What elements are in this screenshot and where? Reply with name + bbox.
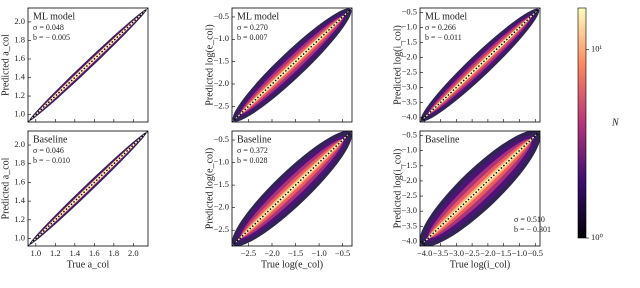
y-axis-label: Predicted log(e_col) bbox=[204, 148, 215, 229]
y-tick-label: 1.4 bbox=[14, 71, 25, 81]
y-axis-label: Predicted a_col bbox=[0, 34, 11, 96]
stat-annotation: b = 0.007 bbox=[237, 33, 268, 42]
y-tick-label: 2.0 bbox=[14, 16, 25, 26]
axes-frame bbox=[231, 7, 353, 123]
y-tick-label: −1.5 bbox=[214, 56, 229, 66]
stat-annotation: σ = 0.372 bbox=[237, 146, 268, 155]
y-axis-label: Predicted log(e_col) bbox=[204, 24, 215, 105]
y-tick-label: −1.5 bbox=[402, 36, 417, 46]
y-tick-label: 1.8 bbox=[14, 158, 25, 168]
y-tick-label: −1.0 bbox=[402, 145, 417, 155]
panel-title: Baseline bbox=[237, 134, 272, 145]
axes-frame bbox=[27, 7, 149, 123]
axes-frame bbox=[27, 130, 149, 247]
y-tick-label: −2.5 bbox=[214, 224, 229, 234]
y-tick-label: −1.0 bbox=[214, 157, 229, 167]
axes-frame bbox=[231, 130, 353, 247]
y-axis-label: Predicted log(i_col) bbox=[392, 25, 403, 105]
y-tick-label: −3.5 bbox=[402, 220, 417, 230]
stat-annotation: b = − 0.301 bbox=[514, 225, 551, 234]
panel-title: ML model bbox=[425, 11, 467, 22]
y-tick-label: −0.5 bbox=[214, 11, 229, 21]
stat-annotation: σ = 0.510 bbox=[514, 215, 545, 224]
x-tick-label: −2.5 bbox=[464, 248, 479, 258]
x-tick-label: −4.0 bbox=[417, 248, 432, 258]
stat-annotation: b = − 0.011 bbox=[425, 33, 462, 42]
x-tick-label: −2.0 bbox=[480, 248, 495, 258]
y-axis-label: Predicted log(i_col) bbox=[392, 149, 403, 229]
y-tick-label: −0.5 bbox=[402, 129, 417, 139]
y-axis-label: Predicted a_col bbox=[0, 157, 11, 219]
colorbar-tick-label: 10¹ bbox=[591, 43, 603, 53]
colorbar-tick-label: 10⁰ bbox=[591, 232, 604, 242]
y-tick-label: −2.5 bbox=[214, 100, 229, 110]
y-tick-label: −3.0 bbox=[402, 81, 417, 91]
x-tick-label: 2.0 bbox=[128, 248, 139, 258]
x-axis-label: True a_col bbox=[67, 259, 110, 270]
y-tick-label: −2.5 bbox=[402, 190, 417, 200]
identity-line bbox=[419, 7, 541, 123]
stat-annotation: b = 0.028 bbox=[237, 156, 268, 165]
colorbar-label: N bbox=[611, 117, 620, 128]
stat-annotation: σ = 0.046 bbox=[33, 146, 64, 155]
x-tick-label: −1.5 bbox=[496, 248, 511, 258]
y-tick-label: 1.2 bbox=[14, 214, 25, 224]
x-tick-label: −1.0 bbox=[512, 248, 527, 258]
y-tick-label: −2.0 bbox=[214, 202, 229, 212]
y-tick-label: −4.0 bbox=[402, 111, 417, 121]
x-tick-label: −0.5 bbox=[528, 248, 543, 258]
y-tick-label: −4.0 bbox=[402, 235, 417, 245]
y-tick-label: 1.0 bbox=[14, 109, 25, 119]
y-tick-label: −2.0 bbox=[214, 78, 229, 88]
x-tick-label: −1.5 bbox=[288, 248, 303, 258]
y-tick-label: −2.0 bbox=[402, 175, 417, 185]
y-tick-label: 1.2 bbox=[14, 90, 25, 100]
x-tick-label: 1.2 bbox=[50, 248, 61, 258]
y-tick-label: 1.8 bbox=[14, 34, 25, 44]
identity-line bbox=[231, 7, 353, 123]
y-tick-label: −2.0 bbox=[402, 51, 417, 61]
x-tick-label: 1.4 bbox=[70, 248, 81, 258]
panel-title: Baseline bbox=[33, 134, 68, 145]
x-axis-label: True log(e_col) bbox=[261, 259, 323, 270]
y-tick-label: −3.5 bbox=[402, 96, 417, 106]
y-tick-label: −3.0 bbox=[402, 205, 417, 215]
stat-annotation: b = − 0.005 bbox=[33, 33, 70, 42]
x-tick-label: −3.0 bbox=[449, 248, 464, 258]
stat-annotation: b = − 0.010 bbox=[33, 156, 70, 165]
panel-title: Baseline bbox=[425, 134, 460, 145]
x-tick-label: 1.8 bbox=[109, 248, 120, 258]
colorbar bbox=[577, 7, 587, 239]
panel-title: ML model bbox=[237, 11, 279, 22]
y-tick-label: 2.0 bbox=[14, 139, 25, 149]
y-tick-label: −0.5 bbox=[402, 6, 417, 16]
y-tick-label: −0.5 bbox=[214, 134, 229, 144]
x-tick-label: 1.6 bbox=[89, 248, 100, 258]
x-tick-label: −1.0 bbox=[311, 248, 326, 258]
y-tick-label: 1.0 bbox=[14, 232, 25, 242]
density bbox=[232, 131, 352, 246]
x-tick-label: −3.5 bbox=[433, 248, 448, 258]
y-tick-label: 1.6 bbox=[14, 53, 25, 63]
x-tick-label: 1.0 bbox=[30, 248, 41, 258]
axes-frame bbox=[419, 130, 541, 247]
y-tick-label: −1.5 bbox=[214, 179, 229, 189]
y-tick-label: −2.5 bbox=[402, 66, 417, 76]
y-tick-label: −1.0 bbox=[402, 21, 417, 31]
y-tick-label: 1.4 bbox=[14, 195, 25, 205]
y-tick-label: −1.0 bbox=[214, 33, 229, 43]
x-tick-label: −2.5 bbox=[241, 248, 256, 258]
panel-title: ML model bbox=[33, 11, 75, 22]
x-tick-label: −2.0 bbox=[264, 248, 279, 258]
axes-frame bbox=[419, 7, 541, 123]
x-tick-label: −0.5 bbox=[335, 248, 350, 258]
stat-annotation: σ = 0.266 bbox=[425, 23, 456, 32]
x-axis-label: True log(i_col) bbox=[450, 259, 510, 270]
y-tick-label: −1.5 bbox=[402, 160, 417, 170]
identity-line bbox=[27, 7, 149, 123]
y-tick-label: 1.6 bbox=[14, 176, 25, 186]
stat-annotation: σ = 0.048 bbox=[33, 23, 64, 32]
stat-annotation: σ = 0.270 bbox=[237, 23, 268, 32]
